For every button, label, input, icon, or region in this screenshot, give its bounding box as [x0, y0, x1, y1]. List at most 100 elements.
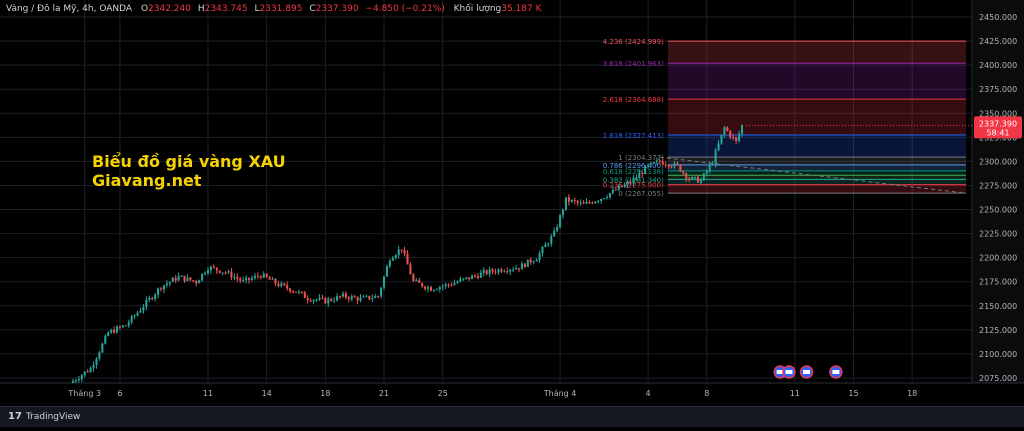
- high-value: 2343.745: [204, 4, 248, 14]
- candle-body: [192, 280, 195, 282]
- candle-body: [315, 299, 318, 301]
- close-key: C: [309, 4, 316, 14]
- candle-body: [638, 173, 641, 178]
- candle-body: [503, 271, 506, 273]
- price-axis-panel: [972, 0, 1024, 383]
- candle-body: [385, 266, 388, 277]
- candle-body: [382, 276, 386, 288]
- candle-body: [588, 201, 591, 203]
- flag-stripe: [776, 370, 784, 374]
- fib-level-label: 3.618 (2401.963): [603, 60, 664, 68]
- candle-body: [714, 150, 717, 164]
- low-value: 2331.895: [259, 4, 303, 14]
- candle-body: [520, 263, 523, 270]
- economic-event-flag-icon[interactable]: [799, 365, 814, 379]
- y-tick-label: 2375.000: [979, 85, 1017, 94]
- candle-body: [336, 296, 339, 301]
- candle-body: [708, 164, 711, 171]
- candle-body: [726, 127, 729, 131]
- candle-body: [415, 280, 418, 282]
- candle-body: [567, 197, 570, 202]
- volume-label: Khối lượng: [453, 4, 502, 14]
- candle-body: [500, 269, 503, 272]
- candle-body: [107, 332, 110, 336]
- x-tick-label: 18: [320, 389, 330, 398]
- candle-body: [221, 272, 224, 274]
- candle-body: [136, 312, 139, 316]
- candle-body: [676, 163, 679, 165]
- candle-body: [95, 358, 98, 366]
- candle-body: [277, 283, 280, 287]
- close-value: 2337.390: [315, 4, 359, 14]
- candle-body: [242, 280, 245, 282]
- x-tick-label: Tháng 4: [543, 389, 577, 398]
- candle-body: [280, 283, 283, 287]
- candle-body: [432, 289, 435, 291]
- candle-body: [212, 266, 215, 268]
- candle-body: [661, 161, 664, 165]
- candle-body: [482, 270, 485, 273]
- candle-body: [705, 170, 708, 174]
- tradingview-logo-icon[interactable]: 17: [8, 411, 22, 422]
- candle-body: [471, 275, 474, 280]
- candle-body: [679, 164, 682, 172]
- candle-body: [124, 325, 127, 327]
- candle-body: [368, 295, 371, 300]
- x-tick-label: 25: [438, 389, 448, 398]
- y-tick-label: 2175.000: [979, 278, 1017, 287]
- candle-body: [641, 173, 644, 175]
- candle-body: [664, 164, 667, 166]
- candle-body: [564, 197, 567, 210]
- x-tick-label: 11: [203, 389, 213, 398]
- candle-body: [180, 275, 183, 277]
- candle-body: [215, 267, 218, 271]
- candle-body: [635, 177, 638, 179]
- candle-body: [473, 275, 477, 277]
- candle-body: [294, 291, 298, 293]
- candle-body: [729, 130, 732, 138]
- candle-body: [359, 297, 362, 301]
- x-tick-label: 15: [848, 389, 858, 398]
- candle-body: [283, 283, 286, 285]
- candle-body: [418, 280, 421, 283]
- candle-body: [165, 283, 168, 286]
- tradingview-name[interactable]: TradingView: [26, 412, 81, 422]
- y-tick-label: 2150.000: [979, 302, 1017, 311]
- candle-body: [738, 133, 741, 142]
- candle-body: [118, 326, 121, 328]
- candle-body: [447, 284, 450, 286]
- candle-body: [658, 160, 661, 162]
- y-tick-label: 2100.000: [979, 350, 1017, 359]
- candle-body: [652, 162, 656, 164]
- candle-body: [204, 273, 207, 275]
- candle-body: [350, 296, 353, 300]
- candle-body: [629, 182, 632, 184]
- candle-body: [479, 272, 482, 278]
- candle-body: [735, 137, 738, 142]
- flag-stripe: [832, 370, 840, 374]
- candle-body: [289, 288, 292, 292]
- economic-event-flag-icon[interactable]: [782, 365, 796, 379]
- candle-body: [224, 272, 227, 274]
- candle-body: [400, 249, 403, 251]
- candle-body: [201, 273, 204, 281]
- candle-body: [699, 180, 702, 183]
- candle-body: [720, 134, 723, 144]
- candle-body: [538, 253, 541, 261]
- candle-body: [529, 259, 532, 263]
- candle-body: [553, 230, 556, 237]
- economic-event-flag-icon[interactable]: [829, 365, 843, 379]
- y-tick-label: 2250.000: [979, 206, 1017, 215]
- candle-body: [218, 270, 221, 273]
- candle-body: [600, 198, 603, 202]
- candle-body: [206, 270, 210, 274]
- candle-body: [421, 282, 424, 287]
- candle-body: [110, 329, 113, 333]
- candle-body: [374, 295, 377, 299]
- current-price-value: 2337.390: [979, 119, 1017, 128]
- fib-level-label: 1.618 (2327.413): [603, 132, 664, 140]
- watermark-line-2: Giavang.net: [92, 171, 202, 190]
- symbol-title[interactable]: Vàng / Đô la Mỹ, 4h, OANDA: [6, 4, 133, 14]
